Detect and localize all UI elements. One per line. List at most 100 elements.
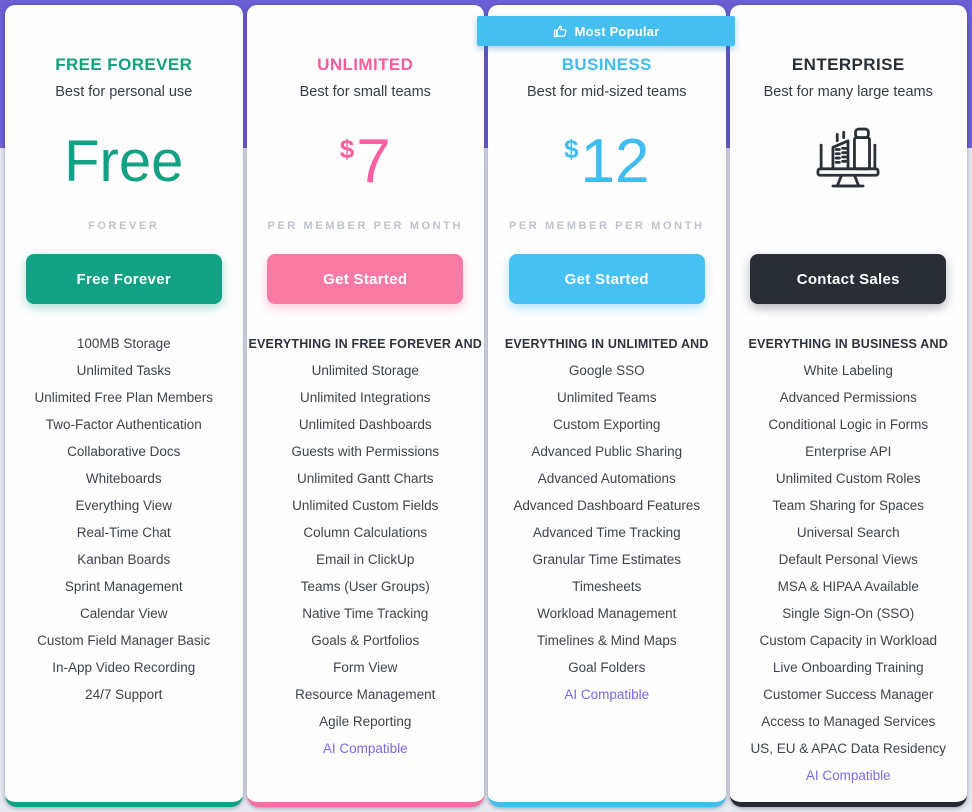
plan-price: $7 [340,131,391,193]
feature-item: Custom Field Manager Basic [37,633,211,648]
feature-item: Google SSO [568,363,645,378]
feature-item: Unlimited Custom Fields [292,498,439,513]
feature-item: Advanced Public Sharing [531,444,683,459]
ai-compatible-note: AI Compatible [564,687,650,702]
plan-card-unlimited: UNLIMITED Best for small teams $7 PER ME… [246,5,485,807]
plan-card-business: BUSINESS Best for mid-sized teams $12 PE… [488,5,726,807]
free-forever-button[interactable]: Free Forever [25,254,222,304]
feature-item: Unlimited Custom Roles [775,471,921,486]
feature-item: Single Sign-On (SSO) [782,606,915,621]
feature-item: Access to Managed Services [761,714,936,729]
feature-item: 100MB Storage [76,336,171,351]
plan-price: $12 [564,131,649,193]
plan-tagline: Best for small teams [299,84,431,100]
feature-item: Kanban Boards [77,552,171,567]
feature-item: Granular Time Estimates [532,552,682,567]
feature-item: Unlimited Gantt Charts [296,471,434,486]
feature-item: Two-Factor Authentication [45,417,202,432]
plan-card-enterprise: ENTERPRISE Best for many large teams [729,5,968,807]
feature-item: In-App Video Recording [52,660,196,675]
feature-item: US, EU & APAC Data Residency [750,741,947,756]
feature-item: Guests with Permissions [291,444,440,459]
feature-item: Unlimited Teams [556,390,657,405]
feature-item: Team Sharing for Spaces [772,498,925,513]
feature-item: Column Calculations [303,525,428,540]
plan-name: ENTERPRISE [791,55,905,74]
feature-list: EVERYTHING IN UNLIMITED AND Google SSO U… [488,330,726,708]
feature-list: 100MB Storage Unlimited Tasks Unlimited … [5,330,243,708]
most-popular-label: Most Popular [574,23,660,39]
get-started-button-unlimited[interactable]: Get Started [267,254,464,304]
feature-items: Unlimited Storage Unlimited Integrations… [247,357,485,735]
feature-item: 24/7 Support [85,687,163,702]
price-amount: 12 [580,127,650,196]
price-area: $7 [340,104,391,220]
price-caption: PER MEMBER PER MONTH [267,220,464,232]
plan-name: FREE FOREVER [55,55,193,74]
thumbs-up-icon [553,24,568,39]
feature-item: White Labeling [803,363,893,378]
feature-item: Unlimited Storage [311,363,419,378]
plan-tagline: Best for personal use [55,84,193,100]
feature-item: Live Onboarding Training [772,660,924,675]
feature-item: Collaborative Docs [67,444,181,459]
feature-list-header: EVERYTHING IN BUSINESS AND [748,336,948,351]
feature-item: Form View [333,660,398,675]
price-amount: 7 [356,127,391,196]
feature-item: MSA & HIPAA Available [777,579,919,594]
most-popular-badge: Most Popular [477,16,735,46]
feature-item: Unlimited Integrations [299,390,431,405]
price-area: $12 [564,104,649,220]
feature-item: Real-Time Chat [76,525,171,540]
feature-item: Agile Reporting [319,714,412,729]
price-currency: $ [564,134,579,164]
plan-tagline: Best for many large teams [763,84,933,100]
feature-items: Google SSO Unlimited Teams Custom Export… [488,357,726,681]
plan-card-free-forever: FREE FOREVER Best for personal use Free … [5,5,243,807]
feature-items: White Labeling Advanced Permissions Cond… [730,357,968,762]
contact-sales-button[interactable]: Contact Sales [750,254,947,304]
feature-item: Workload Management [537,606,677,621]
feature-item: Universal Search [796,525,900,540]
feature-list-header: EVERYTHING IN UNLIMITED AND [504,336,709,351]
feature-item: Unlimited Free Plan Members [34,390,214,405]
feature-list: EVERYTHING IN BUSINESS AND White Labelin… [730,330,968,789]
feature-list: EVERYTHING IN FREE FOREVER AND Unlimited… [247,330,485,762]
feature-item: Advanced Automations [537,471,676,486]
feature-item: Calendar View [79,606,168,621]
feature-item: Whiteboards [85,471,162,486]
plan-price: Free [64,129,184,194]
feature-item: Advanced Time Tracking [532,525,681,540]
feature-item: Everything View [75,498,173,513]
plan-tagline: Best for mid-sized teams [526,84,687,100]
feature-item: Resource Management [295,687,436,702]
get-started-button-business[interactable]: Get Started [508,254,705,304]
price-area: Free [64,104,183,220]
price-area [805,104,891,220]
feature-item: Custom Capacity in Workload [759,633,938,648]
price-currency: $ [339,134,355,164]
feature-item: Advanced Permissions [779,390,917,405]
feature-item: Default Personal Views [778,552,918,567]
plan-name: UNLIMITED [317,55,414,74]
feature-item: Email in ClickUp [316,552,415,567]
price-caption: PER MEMBER PER MONTH [508,220,705,232]
feature-item: Unlimited Dashboards [298,417,432,432]
feature-item: Advanced Dashboard Features [513,498,701,513]
feature-item: Conditional Logic in Forms [768,417,929,432]
feature-item: Customer Success Manager [763,687,934,702]
feature-list-header: EVERYTHING IN FREE FOREVER AND [248,336,483,351]
plan-cards-row: FREE FOREVER Best for personal use Free … [5,5,967,807]
ai-compatible-note: AI Compatible [805,768,891,783]
feature-item: Enterprise API [805,444,892,459]
feature-item: Custom Exporting [553,417,661,432]
ai-compatible-note: AI Compatible [322,741,408,756]
feature-item: Timelines & Mind Maps [536,633,677,648]
feature-item: Goal Folders [568,660,646,675]
price-caption: FOREVER [88,220,160,232]
feature-item: Teams (User Groups) [300,579,430,594]
plan-name: BUSINESS [561,55,652,74]
feature-item: Native Time Tracking [302,606,429,621]
enterprise-buildings-icon [805,114,891,205]
